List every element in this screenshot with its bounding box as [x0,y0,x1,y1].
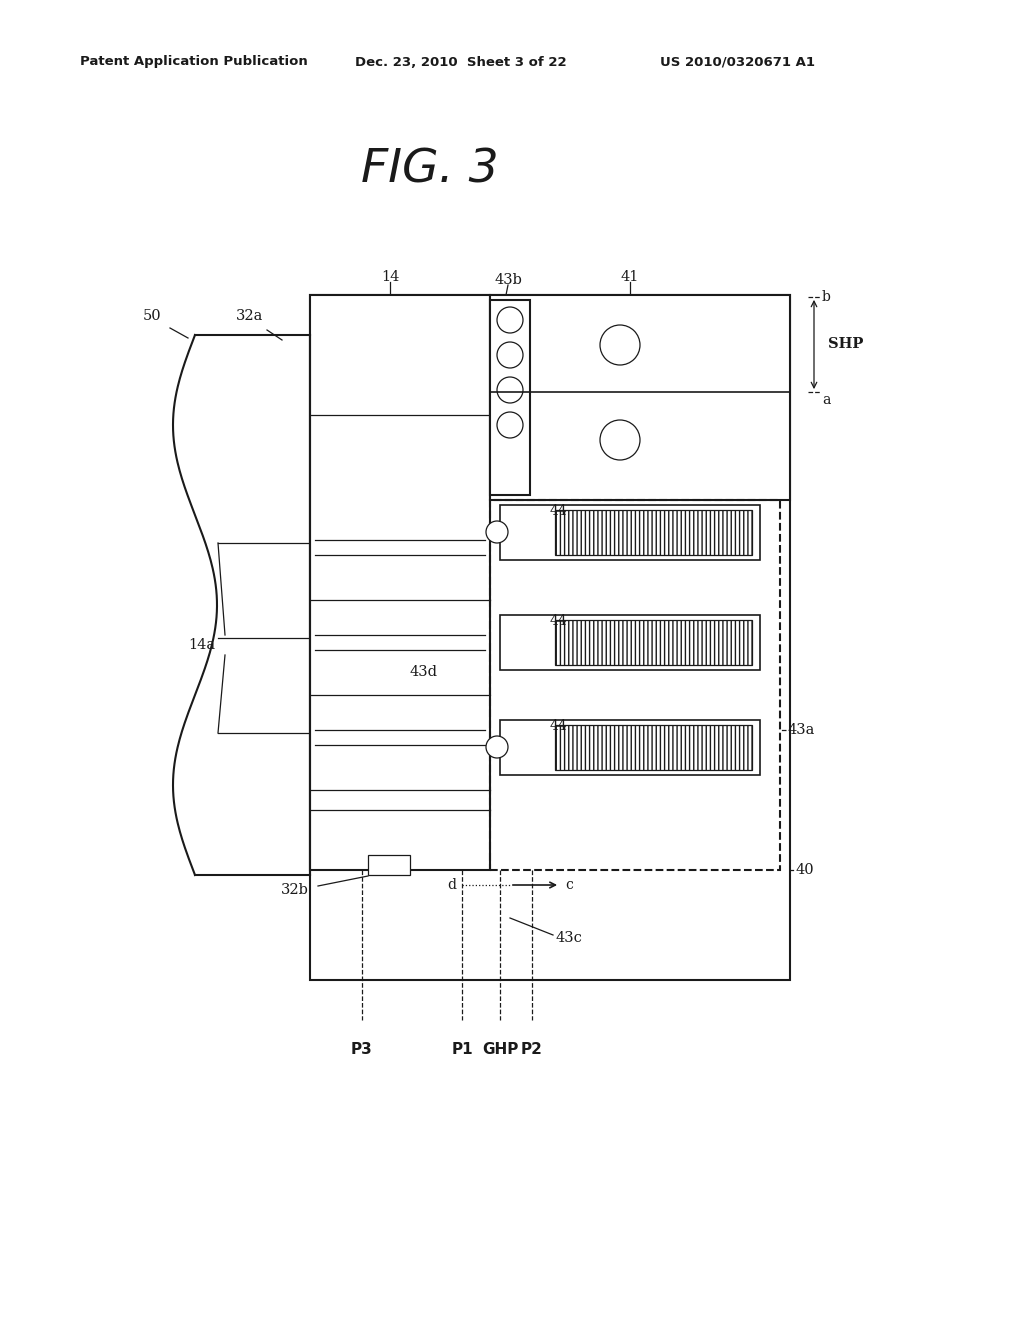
Text: 32b: 32b [281,883,309,898]
Text: 50: 50 [142,309,162,323]
Text: 14: 14 [381,271,399,284]
Circle shape [600,325,640,366]
Bar [310,294,490,870]
Text: 43c: 43c [555,931,582,945]
Bar [490,294,790,500]
Bar [368,855,410,875]
Text: 44: 44 [550,504,567,517]
Circle shape [497,308,523,333]
Text: P2: P2 [521,1041,543,1057]
Circle shape [497,412,523,438]
Text: SHP: SHP [828,337,863,351]
Text: Patent Application Publication: Patent Application Publication [80,55,308,69]
Text: 43d: 43d [410,665,438,678]
Bar [500,506,760,560]
Text: 32a: 32a [237,309,264,323]
Text: 41: 41 [621,271,639,284]
Circle shape [486,521,508,543]
Text: Dec. 23, 2010  Sheet 3 of 22: Dec. 23, 2010 Sheet 3 of 22 [355,55,566,69]
Text: 44: 44 [550,614,567,628]
Bar [490,500,780,870]
Text: US 2010/0320671 A1: US 2010/0320671 A1 [660,55,815,69]
Circle shape [600,420,640,459]
Bar [555,725,752,770]
Text: b: b [822,290,830,304]
Bar [310,294,790,979]
Text: c: c [565,878,572,892]
Text: 40: 40 [795,863,814,876]
Text: GHP: GHP [482,1041,518,1057]
Text: 14a: 14a [187,638,215,652]
Text: a: a [822,393,830,407]
Text: 43b: 43b [494,273,522,286]
Circle shape [486,737,508,758]
Bar [500,719,760,775]
Text: P1: P1 [452,1041,473,1057]
Bar [490,300,530,495]
Text: d: d [447,878,456,892]
Circle shape [497,378,523,403]
Text: P3: P3 [351,1041,373,1057]
Bar [555,620,752,665]
Text: FIG. 3: FIG. 3 [361,148,499,193]
Circle shape [497,342,523,368]
Text: 44: 44 [550,719,567,733]
Text: 43a: 43a [787,723,814,737]
Bar [555,510,752,554]
Bar [500,615,760,671]
